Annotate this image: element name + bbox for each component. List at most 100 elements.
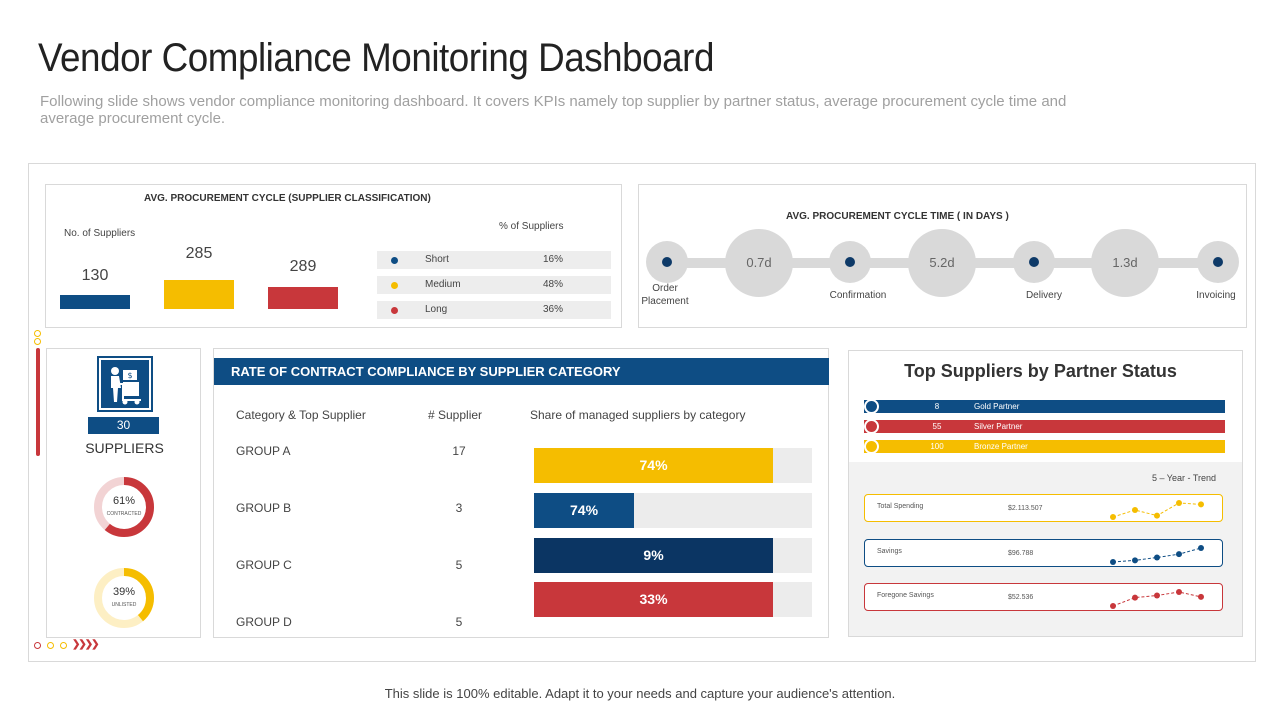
- gear-icon: [864, 439, 879, 454]
- partner-row-bronze: 100 Bronze Partner: [864, 439, 1225, 454]
- stage-node-confirmation: [829, 241, 871, 283]
- unlisted-value: 39%: [112, 586, 136, 598]
- col-category-header: Category & Top Supplier: [236, 408, 366, 422]
- partner-value: 55: [932, 422, 942, 431]
- partner-label: Gold Partner: [974, 402, 1020, 411]
- page-title: Vendor Compliance Monitoring Dashboard: [38, 36, 714, 80]
- sparkline-point: [1176, 551, 1182, 558]
- group-name: GROUP C: [236, 558, 292, 572]
- share-bar-track: 74%: [534, 493, 812, 528]
- sparkline-spending: [1110, 500, 1204, 520]
- sparkline-point: [1110, 603, 1116, 609]
- sparkline-point: [1154, 592, 1160, 599]
- col-share-header: Share of managed suppliers by category: [530, 408, 746, 422]
- group-count: 3: [455, 501, 463, 515]
- trend-label: 5 – Year - Trend: [1151, 473, 1216, 483]
- page-subtitle: Following slide shows vendor compliance …: [40, 93, 1067, 127]
- sparkline-point: [1110, 559, 1116, 565]
- sparkline-point: [1110, 514, 1116, 520]
- stage-node-delivery: [1013, 241, 1055, 283]
- trend-name: Foregone Savings: [877, 592, 934, 599]
- contracted-label: CONTRACTED: [106, 511, 142, 517]
- trend-name: Savings: [877, 548, 902, 555]
- unlisted-donut: 39% UNLISTED: [93, 567, 155, 629]
- trend-box-spending: Total Spending $2.113.507: [864, 494, 1223, 522]
- trend-value: $2.113.507: [1008, 505, 1043, 512]
- dashboard-frame: [28, 163, 1256, 662]
- trend-value: $52.536: [1008, 594, 1034, 601]
- sparkline-foregone: [1110, 589, 1204, 609]
- stage-label-delivery: Delivery: [1025, 290, 1063, 301]
- gear-icon: [864, 419, 879, 434]
- stage-node-order: [646, 241, 688, 283]
- decor-red-line: [36, 348, 40, 456]
- bar-medium: [164, 280, 234, 309]
- legend-row-long: Long 36%: [377, 301, 611, 319]
- share-bar-track: 74%: [534, 448, 812, 483]
- contracted-donut: 61% CONTRACTED: [93, 476, 155, 538]
- stage-dot-icon: [1213, 257, 1223, 267]
- contracted-value: 61%: [112, 495, 136, 507]
- partners-panel: Top Suppliers by Partner Status 8 Gold P…: [848, 350, 1243, 637]
- bar-long: [268, 287, 338, 309]
- stage-label-confirmation: Confirmation: [829, 290, 887, 301]
- legend-label: Long: [425, 304, 448, 315]
- sparkline-point: [1132, 507, 1138, 513]
- share-bar-fill: 33%: [534, 582, 774, 617]
- group-count: 5: [455, 558, 463, 572]
- partners-title: Top Suppliers by Partner Status: [904, 361, 1177, 381]
- cycle-time-panel: AVG. PROCUREMENT CYCLE TIME ( IN DAYS ) …: [638, 184, 1247, 328]
- supplier-count-badge: 30: [88, 417, 159, 434]
- decor-ring-icon: [34, 338, 41, 345]
- sparkline-point: [1176, 589, 1182, 595]
- sparkline-savings: [1110, 545, 1204, 565]
- share-bar-track: 33%: [534, 582, 812, 617]
- sparkline-point: [1132, 594, 1138, 601]
- group-count: 5: [455, 615, 463, 629]
- legend-percent: 48%: [543, 279, 564, 290]
- share-bar-fill: 9%: [534, 538, 774, 573]
- supplier-trolley-icon: $: [97, 356, 153, 412]
- col-supplier-header: # Supplier: [428, 408, 483, 422]
- suppliers-panel: $ 30 SUPPLIERS 61% CONTRACTED 39% UNLIST…: [46, 348, 201, 638]
- duration-value: 5.2d: [929, 255, 955, 270]
- partner-label: Silver Partner: [974, 422, 1023, 431]
- footer-note: This slide is 100% editable. Adapt it to…: [384, 686, 896, 701]
- procurement-cycle-panel: AVG. PROCUREMENT CYCLE (SUPPLIER CLASSIF…: [45, 184, 622, 328]
- sparkline-point: [1176, 500, 1182, 506]
- duration-node-1: 0.7d: [725, 229, 793, 297]
- share-bar-track: 9%: [534, 538, 812, 573]
- trend-box-savings: Savings $96.788: [864, 539, 1223, 567]
- duration-node-2: 5.2d: [908, 229, 976, 297]
- group-name: GROUP A: [236, 444, 291, 458]
- stage-dot-icon: [1029, 257, 1039, 267]
- legend-label: Medium: [425, 279, 461, 290]
- stage-dot-icon: [662, 257, 672, 267]
- partner-label: Bronze Partner: [974, 442, 1028, 451]
- bar-value-long: 289: [289, 258, 317, 275]
- partner-row-gold: 8 Gold Partner: [864, 399, 1225, 414]
- group-name: GROUP D: [236, 615, 292, 629]
- decor-chevrons-icon: ❯❯❯❯: [72, 639, 99, 650]
- legend-dot-icon: [391, 257, 398, 264]
- sparkline-point: [1154, 512, 1160, 519]
- sparkline-point: [1198, 501, 1204, 508]
- trend-value: $96.788: [1008, 550, 1034, 557]
- compliance-panel: RATE OF CONTRACT COMPLIANCE BY SUPPLIER …: [213, 348, 829, 638]
- legend-row-short: Short 16%: [377, 251, 611, 269]
- partner-row-silver: 55 Silver Partner: [864, 419, 1225, 434]
- bar-value-medium: 285: [185, 245, 213, 262]
- sparkline-point: [1198, 545, 1204, 551]
- sparkline-point: [1132, 557, 1138, 564]
- partner-value: 100: [930, 442, 944, 451]
- decor-ring-icon: [60, 642, 67, 649]
- share-bar-fill: 74%: [534, 493, 635, 528]
- suppliers-percent-label: % of Suppliers: [499, 221, 564, 232]
- stage-label-order: Order Placement: [641, 283, 689, 307]
- cycle-time-title: AVG. PROCUREMENT CYCLE TIME ( IN DAYS ): [786, 211, 1009, 222]
- legend-percent: 36%: [543, 304, 564, 315]
- legend-row-medium: Medium 48%: [377, 276, 611, 294]
- gear-icon: [864, 399, 879, 414]
- legend-label: Short: [425, 254, 449, 265]
- svg-text:$: $: [127, 371, 132, 380]
